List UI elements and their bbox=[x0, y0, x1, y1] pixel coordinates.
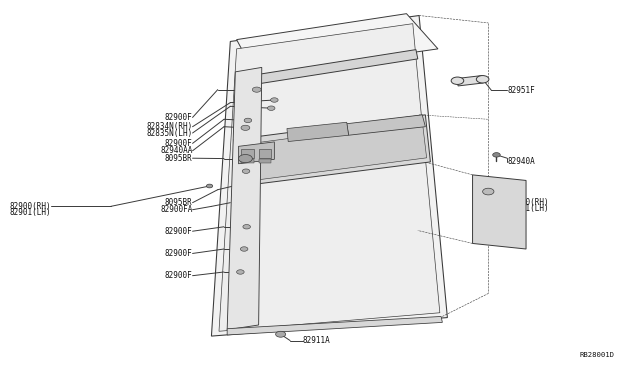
Text: 82900F: 82900F bbox=[165, 227, 193, 236]
Text: 82960(RH): 82960(RH) bbox=[507, 198, 548, 207]
FancyBboxPatch shape bbox=[241, 159, 253, 163]
Polygon shape bbox=[227, 317, 442, 335]
Text: RB28001D: RB28001D bbox=[579, 352, 614, 357]
Polygon shape bbox=[239, 142, 275, 164]
Circle shape bbox=[271, 98, 278, 102]
Polygon shape bbox=[227, 67, 262, 330]
Text: 82900(RH): 82900(RH) bbox=[10, 202, 51, 211]
Circle shape bbox=[239, 154, 252, 163]
Text: 82951F: 82951F bbox=[507, 86, 535, 95]
Text: 82900F: 82900F bbox=[165, 139, 193, 148]
Text: 8095BR: 8095BR bbox=[165, 154, 193, 163]
Circle shape bbox=[493, 153, 500, 157]
Text: 82835N(LH): 82835N(LH) bbox=[147, 128, 193, 138]
Circle shape bbox=[243, 169, 250, 173]
Text: 82940AA: 82940AA bbox=[160, 146, 193, 155]
Text: 82900F: 82900F bbox=[165, 249, 193, 258]
Text: 82940A: 82940A bbox=[507, 157, 535, 166]
Text: 82900F: 82900F bbox=[165, 271, 193, 280]
Polygon shape bbox=[472, 175, 526, 249]
FancyBboxPatch shape bbox=[241, 148, 253, 158]
Circle shape bbox=[268, 106, 275, 110]
FancyBboxPatch shape bbox=[259, 159, 271, 163]
Circle shape bbox=[252, 87, 261, 92]
Polygon shape bbox=[238, 121, 427, 182]
Polygon shape bbox=[255, 49, 418, 84]
Circle shape bbox=[241, 125, 250, 131]
Circle shape bbox=[276, 331, 285, 337]
Polygon shape bbox=[347, 115, 426, 135]
Circle shape bbox=[243, 225, 250, 229]
Polygon shape bbox=[457, 76, 483, 86]
Polygon shape bbox=[234, 115, 431, 187]
Text: 82834N(RH): 82834N(RH) bbox=[147, 122, 193, 131]
Polygon shape bbox=[237, 14, 438, 75]
Circle shape bbox=[206, 184, 212, 188]
Text: 82911A: 82911A bbox=[303, 336, 330, 345]
Text: 82961(LH): 82961(LH) bbox=[507, 205, 548, 214]
Text: 82900F: 82900F bbox=[165, 113, 193, 122]
Circle shape bbox=[244, 118, 252, 123]
Polygon shape bbox=[219, 24, 440, 331]
Text: 8095BR: 8095BR bbox=[165, 198, 193, 207]
FancyBboxPatch shape bbox=[259, 148, 271, 158]
Circle shape bbox=[237, 270, 244, 274]
Polygon shape bbox=[287, 122, 349, 141]
Circle shape bbox=[241, 247, 248, 251]
Circle shape bbox=[483, 188, 494, 195]
Circle shape bbox=[451, 77, 464, 84]
Text: 82900FA: 82900FA bbox=[160, 205, 193, 214]
Polygon shape bbox=[211, 16, 447, 336]
Circle shape bbox=[476, 76, 489, 83]
Text: 82901(LH): 82901(LH) bbox=[10, 208, 51, 217]
